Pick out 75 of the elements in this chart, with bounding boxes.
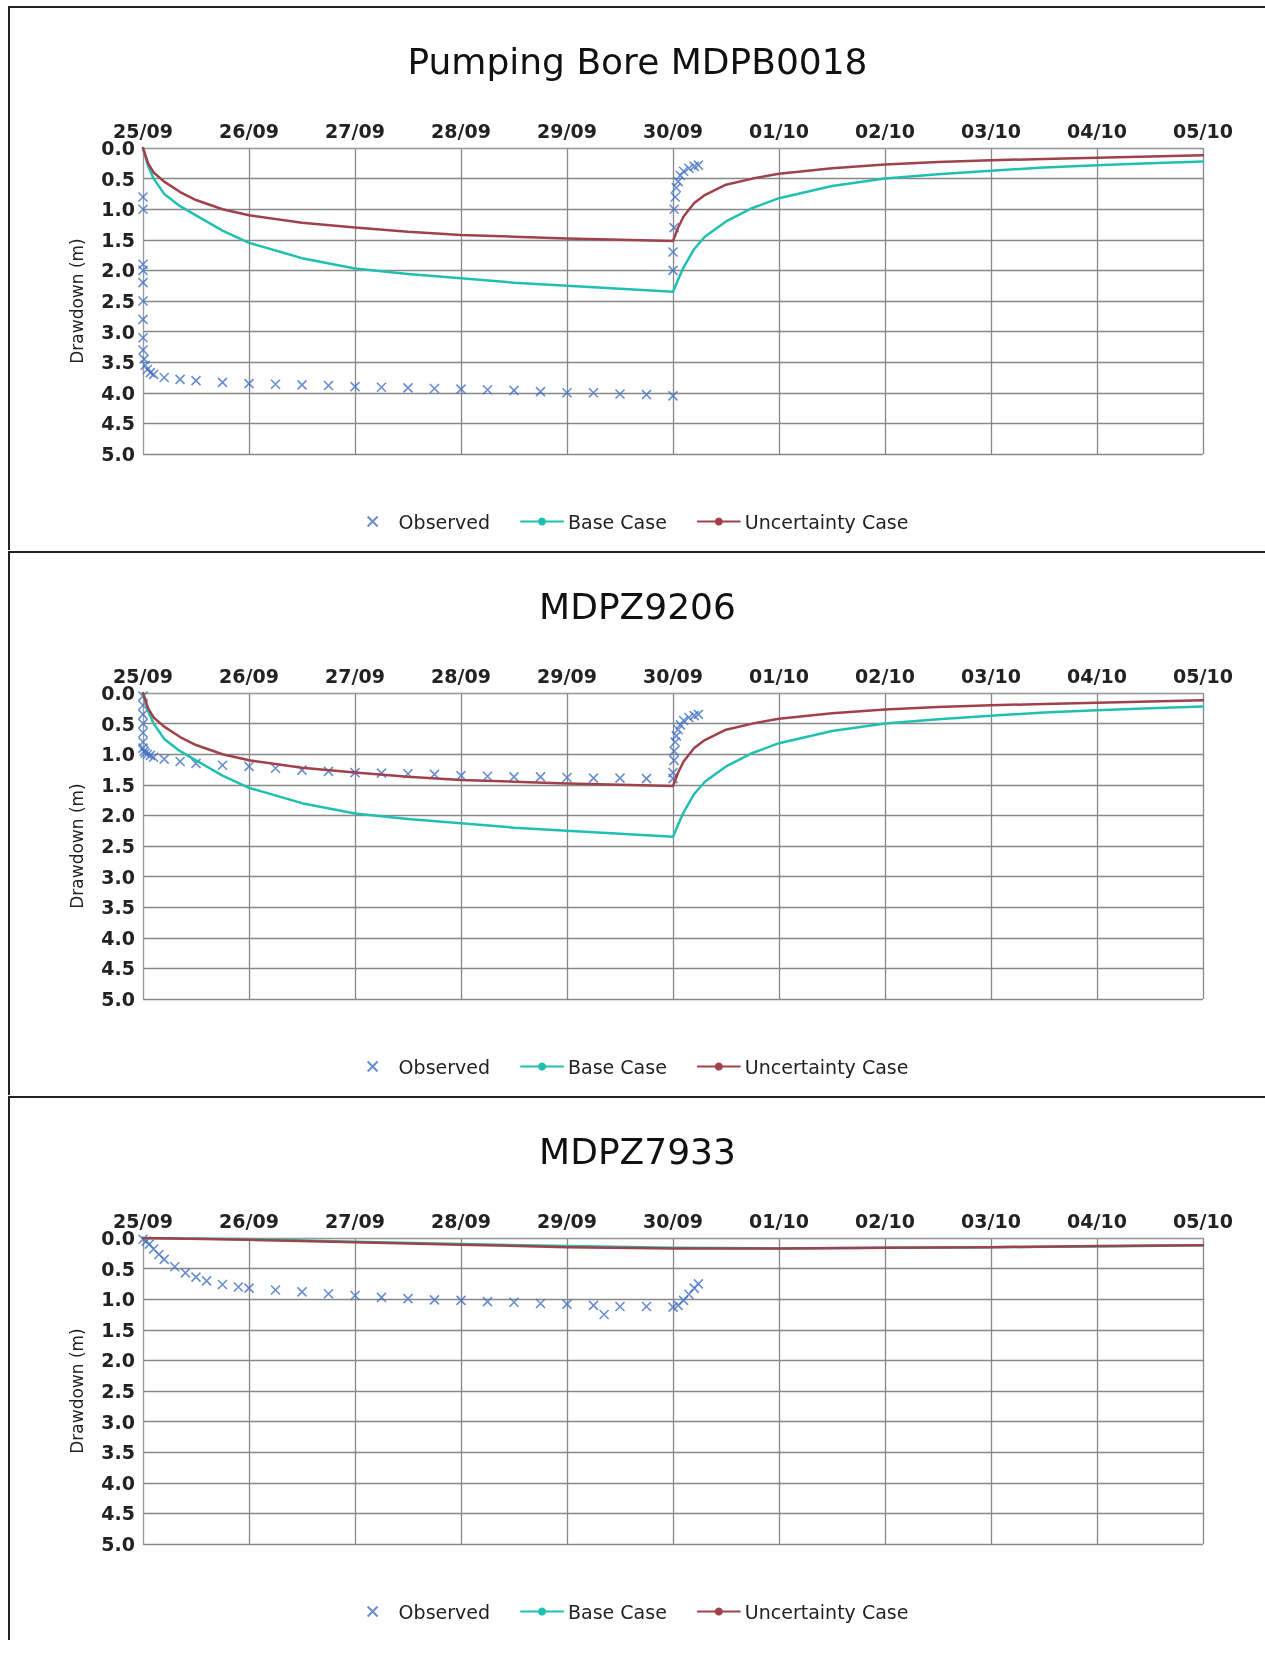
x-tick-label: 04/10 <box>1067 664 1127 687</box>
y-tick-label: 2.0 <box>101 1349 135 1372</box>
x-tick-label: 27/09 <box>325 1209 385 1232</box>
x-tick-label: 02/10 <box>855 664 915 687</box>
chart-title: Pumping Bore MDPB0018 <box>407 40 868 82</box>
y-tick-label: 3.5 <box>101 896 135 919</box>
legend-label: Base Case <box>568 1600 667 1623</box>
y-tick-label: 1.0 <box>101 1288 135 1311</box>
x-tick-label: 26/09 <box>219 664 279 687</box>
y-tick-label: 4.0 <box>101 926 135 949</box>
x-tick-label: 01/10 <box>749 119 809 142</box>
y-tick-label: 3.0 <box>101 865 135 888</box>
x-tick-label: 05/10 <box>1173 664 1233 687</box>
x-tick-label: 26/09 <box>219 1209 279 1232</box>
chart-title: MDPZ9206 <box>539 585 736 627</box>
y-tick-label: 4.0 <box>101 1471 135 1494</box>
y-tick-label: 1.5 <box>101 1318 135 1341</box>
y-tick-label: 4.0 <box>101 381 135 404</box>
y-tick-label: 3.5 <box>101 351 135 374</box>
y-tick-label: 0.5 <box>101 167 135 190</box>
y-tick-label: 1.5 <box>101 773 135 796</box>
x-tick-label: 01/10 <box>749 1209 809 1232</box>
x-tick-label: 28/09 <box>431 119 491 142</box>
x-tick-label: 30/09 <box>643 1209 703 1232</box>
x-tick-label: 03/10 <box>961 1209 1021 1232</box>
y-tick-label: 0.5 <box>101 712 135 735</box>
x-tick-label: 02/10 <box>855 119 915 142</box>
x-tick-label: 01/10 <box>749 664 809 687</box>
x-tick-label: 30/09 <box>643 664 703 687</box>
y-tick-label: 2.5 <box>101 835 135 857</box>
x-tick-label: 29/09 <box>537 664 597 687</box>
legend-label: Uncertainty Case <box>744 1600 909 1623</box>
y-tick-label: 5.0 <box>101 988 135 1010</box>
x-tick-label: 03/10 <box>961 119 1021 142</box>
y-tick-label: 3.0 <box>101 320 135 343</box>
y-tick-label: 4.5 <box>101 1502 135 1525</box>
y-tick-label: 4.5 <box>101 412 135 435</box>
y-tick-label: 3.0 <box>101 1410 135 1433</box>
y-tick-label: 5.0 <box>101 1533 135 1555</box>
x-tick-label: 26/09 <box>219 119 279 142</box>
y-tick-label: 1.0 <box>101 198 135 221</box>
legend-label: Base Case <box>568 1055 667 1078</box>
x-tick-label: 04/10 <box>1067 119 1127 142</box>
x-tick-label: 28/09 <box>431 664 491 687</box>
y-tick-label: 2.5 <box>101 290 135 312</box>
x-tick-label: 27/09 <box>325 664 385 687</box>
y-tick-label: 2.0 <box>101 259 135 282</box>
y-tick-label: 0.5 <box>101 1257 135 1280</box>
legend-label: Base Case <box>568 510 667 533</box>
x-tick-label: 27/09 <box>325 119 385 142</box>
x-tick-label: 29/09 <box>537 1209 597 1232</box>
legend-label: Uncertainty Case <box>744 510 909 533</box>
x-tick-label: 29/09 <box>537 119 597 142</box>
y-tick-label: 2.0 <box>101 804 135 827</box>
x-tick-label: 04/10 <box>1067 1209 1127 1232</box>
legend-label: Observed <box>398 1600 491 1623</box>
x-tick-label: 28/09 <box>431 1209 491 1232</box>
y-tick-label: 1.0 <box>101 743 135 766</box>
legend-label: Observed <box>398 1055 491 1078</box>
y-axis-title: Drawdown (m) <box>66 1328 87 1454</box>
chart-title: MDPZ7933 <box>539 1130 736 1172</box>
legend-label: Observed <box>398 510 491 533</box>
y-axis-title: Drawdown (m) <box>66 783 87 909</box>
x-tick-label: 05/10 <box>1173 1209 1233 1232</box>
y-tick-label: 3.5 <box>101 1441 135 1464</box>
y-axis-title: Drawdown (m) <box>66 238 87 364</box>
x-tick-label: 02/10 <box>855 1209 915 1232</box>
y-tick-label: 1.5 <box>101 228 135 251</box>
x-tick-label: 05/10 <box>1173 119 1233 142</box>
x-tick-label: 30/09 <box>643 119 703 142</box>
y-tick-label: 2.5 <box>101 1380 135 1402</box>
y-tick-label: 5.0 <box>101 443 135 465</box>
legend-label: Uncertainty Case <box>744 1055 909 1078</box>
x-tick-label: 03/10 <box>961 664 1021 687</box>
y-tick-label: 4.5 <box>101 957 135 980</box>
